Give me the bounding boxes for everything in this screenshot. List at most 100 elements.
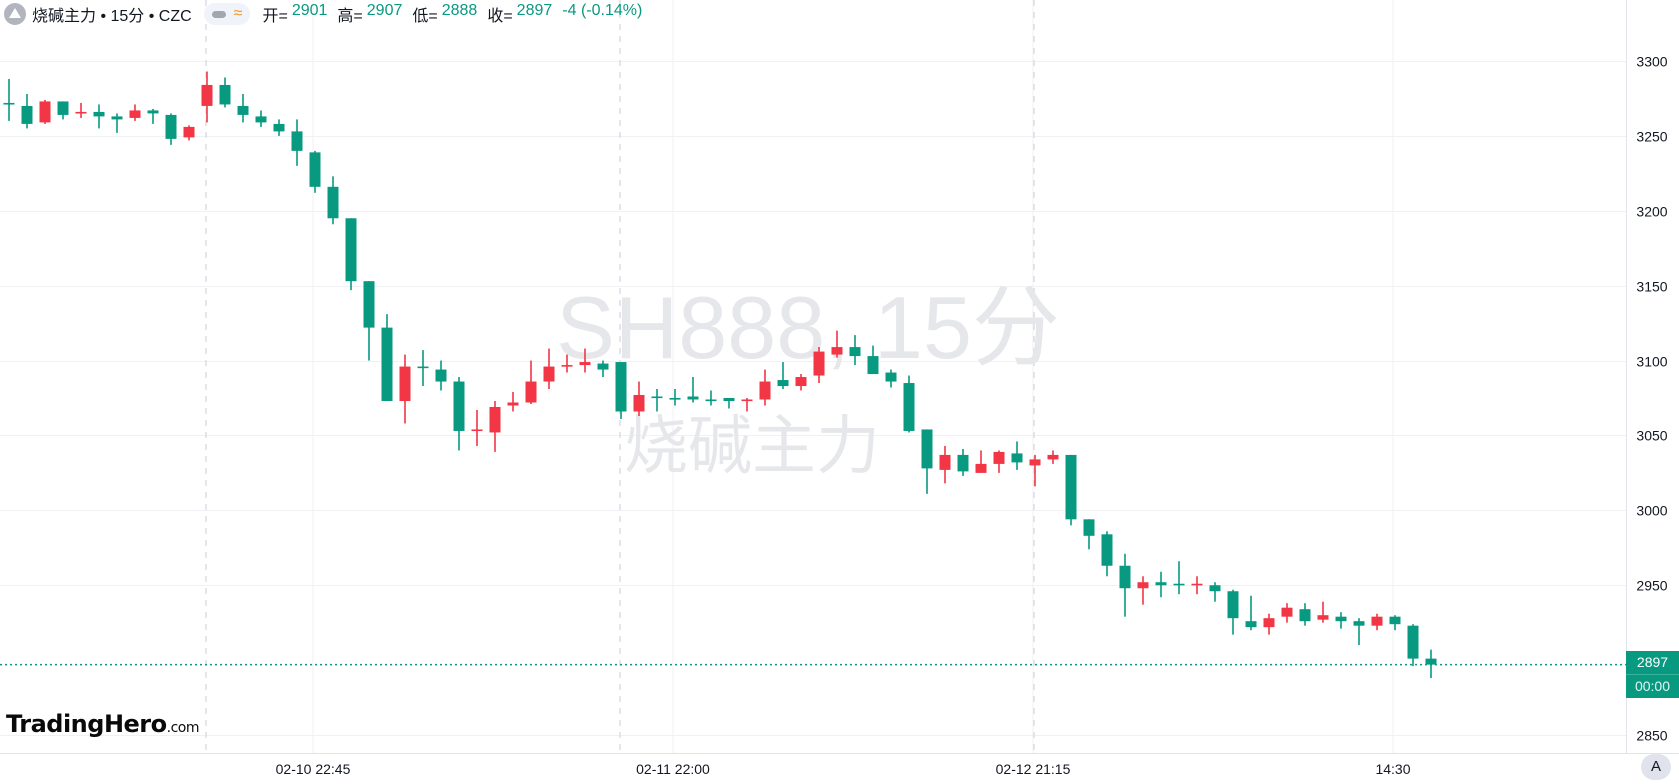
candle[interactable]: [921, 429, 933, 494]
candle-body: [273, 123, 285, 132]
candle[interactable]: [1065, 454, 1077, 526]
candle[interactable]: [651, 389, 663, 412]
candle[interactable]: [3, 78, 15, 121]
candle[interactable]: [669, 389, 681, 406]
candle[interactable]: [237, 93, 249, 123]
candle[interactable]: [201, 71, 213, 123]
symbol-title[interactable]: 烧碱主力 • 15分 • CZC: [32, 8, 192, 25]
candle[interactable]: [255, 110, 267, 127]
wave-icon[interactable]: ≈: [233, 5, 243, 22]
candle[interactable]: [489, 401, 501, 452]
candle[interactable]: [615, 362, 627, 419]
candle[interactable]: [75, 102, 87, 118]
candle[interactable]: [1173, 561, 1185, 595]
candle[interactable]: [1263, 613, 1275, 635]
candle[interactable]: [1335, 612, 1347, 629]
candle[interactable]: [1119, 553, 1131, 617]
candle[interactable]: [633, 381, 645, 416]
candle[interactable]: [1227, 589, 1239, 635]
candle[interactable]: [777, 362, 789, 390]
candle[interactable]: [975, 450, 987, 473]
candle[interactable]: [57, 101, 69, 120]
ohlc-values: 开= 2901 高= 2907 低= 2888 收= 2897 -4 (-0.14%): [262, 2, 648, 26]
time-axis[interactable]: 02-10 22:45 02-11 22:00 02-12 21:15 14:30: [276, 761, 1411, 777]
candle[interactable]: [39, 99, 51, 124]
candle[interactable]: [597, 360, 609, 378]
candle[interactable]: [867, 345, 879, 375]
candle[interactable]: [363, 281, 375, 361]
candle[interactable]: [345, 218, 357, 291]
candle[interactable]: [417, 350, 429, 387]
candle-body: [1047, 454, 1059, 460]
candle[interactable]: [957, 448, 969, 476]
candle[interactable]: [1101, 531, 1113, 577]
candle[interactable]: [165, 113, 177, 145]
candle[interactable]: [1191, 576, 1203, 595]
candle[interactable]: [291, 119, 303, 166]
candle[interactable]: [795, 374, 807, 391]
candle[interactable]: [471, 409, 483, 446]
candle[interactable]: [327, 176, 339, 225]
candle[interactable]: [21, 93, 33, 129]
candle-body: [1227, 591, 1239, 619]
candle[interactable]: [885, 369, 897, 388]
candle[interactable]: [399, 354, 411, 424]
candle[interactable]: [1353, 618, 1365, 646]
candle[interactable]: [723, 398, 735, 409]
candle[interactable]: [273, 119, 285, 136]
candle[interactable]: [1317, 601, 1329, 623]
candle[interactable]: [453, 377, 465, 451]
candle[interactable]: [831, 330, 843, 358]
eye-icon[interactable]: [211, 10, 226, 18]
candle[interactable]: [741, 398, 753, 412]
candle[interactable]: [687, 377, 699, 403]
candle[interactable]: [1245, 595, 1257, 631]
candle[interactable]: [309, 150, 321, 193]
candle[interactable]: [1209, 582, 1221, 602]
candle[interactable]: [1011, 441, 1023, 470]
candle[interactable]: [1047, 450, 1059, 464]
candle[interactable]: [903, 375, 915, 433]
time-tick-label: 02-11 22:00: [636, 761, 710, 777]
watermark-symbol: SH888, 15分: [556, 278, 1060, 377]
auto-scale-button[interactable]: A: [1641, 754, 1671, 780]
candle[interactable]: [435, 360, 447, 391]
candle[interactable]: [1137, 576, 1149, 605]
candle[interactable]: [1299, 603, 1311, 626]
candle[interactable]: [1029, 454, 1041, 487]
candle[interactable]: [1083, 519, 1095, 550]
candle[interactable]: [759, 369, 771, 406]
candle[interactable]: [183, 125, 195, 141]
candle[interactable]: [525, 360, 537, 404]
candle-body: [705, 399, 717, 402]
time-tick-label: 02-10 22:45: [276, 761, 351, 777]
candle[interactable]: [543, 348, 555, 390]
candle[interactable]: [849, 335, 861, 366]
candle[interactable]: [93, 104, 105, 129]
candle[interactable]: [111, 113, 123, 133]
candle[interactable]: [219, 77, 231, 108]
candle[interactable]: [939, 445, 951, 484]
candle[interactable]: [381, 314, 393, 402]
candle[interactable]: [705, 390, 717, 406]
candle[interactable]: [147, 108, 159, 124]
candle[interactable]: [1389, 615, 1401, 631]
candle-body: [885, 372, 897, 382]
price-axis[interactable]: 3300 3250 3200 3150 3100 3050 3000 2950 2850: [1636, 54, 1667, 744]
candle[interactable]: [993, 450, 1005, 473]
candle[interactable]: [579, 348, 591, 373]
indicator-toggle[interactable]: ≈: [203, 3, 251, 25]
candle[interactable]: [1407, 624, 1419, 667]
candle[interactable]: [813, 347, 825, 384]
candle[interactable]: [1281, 603, 1293, 623]
candle[interactable]: [507, 392, 519, 412]
candle[interactable]: [129, 104, 141, 121]
candle[interactable]: [1371, 613, 1383, 631]
candle[interactable]: [561, 354, 573, 373]
candle-body: [687, 396, 699, 400]
price-tick-label: 3250: [1636, 129, 1667, 145]
candle[interactable]: [1155, 571, 1167, 598]
candle-body: [795, 377, 807, 387]
price-tick-label: 3200: [1636, 204, 1667, 220]
